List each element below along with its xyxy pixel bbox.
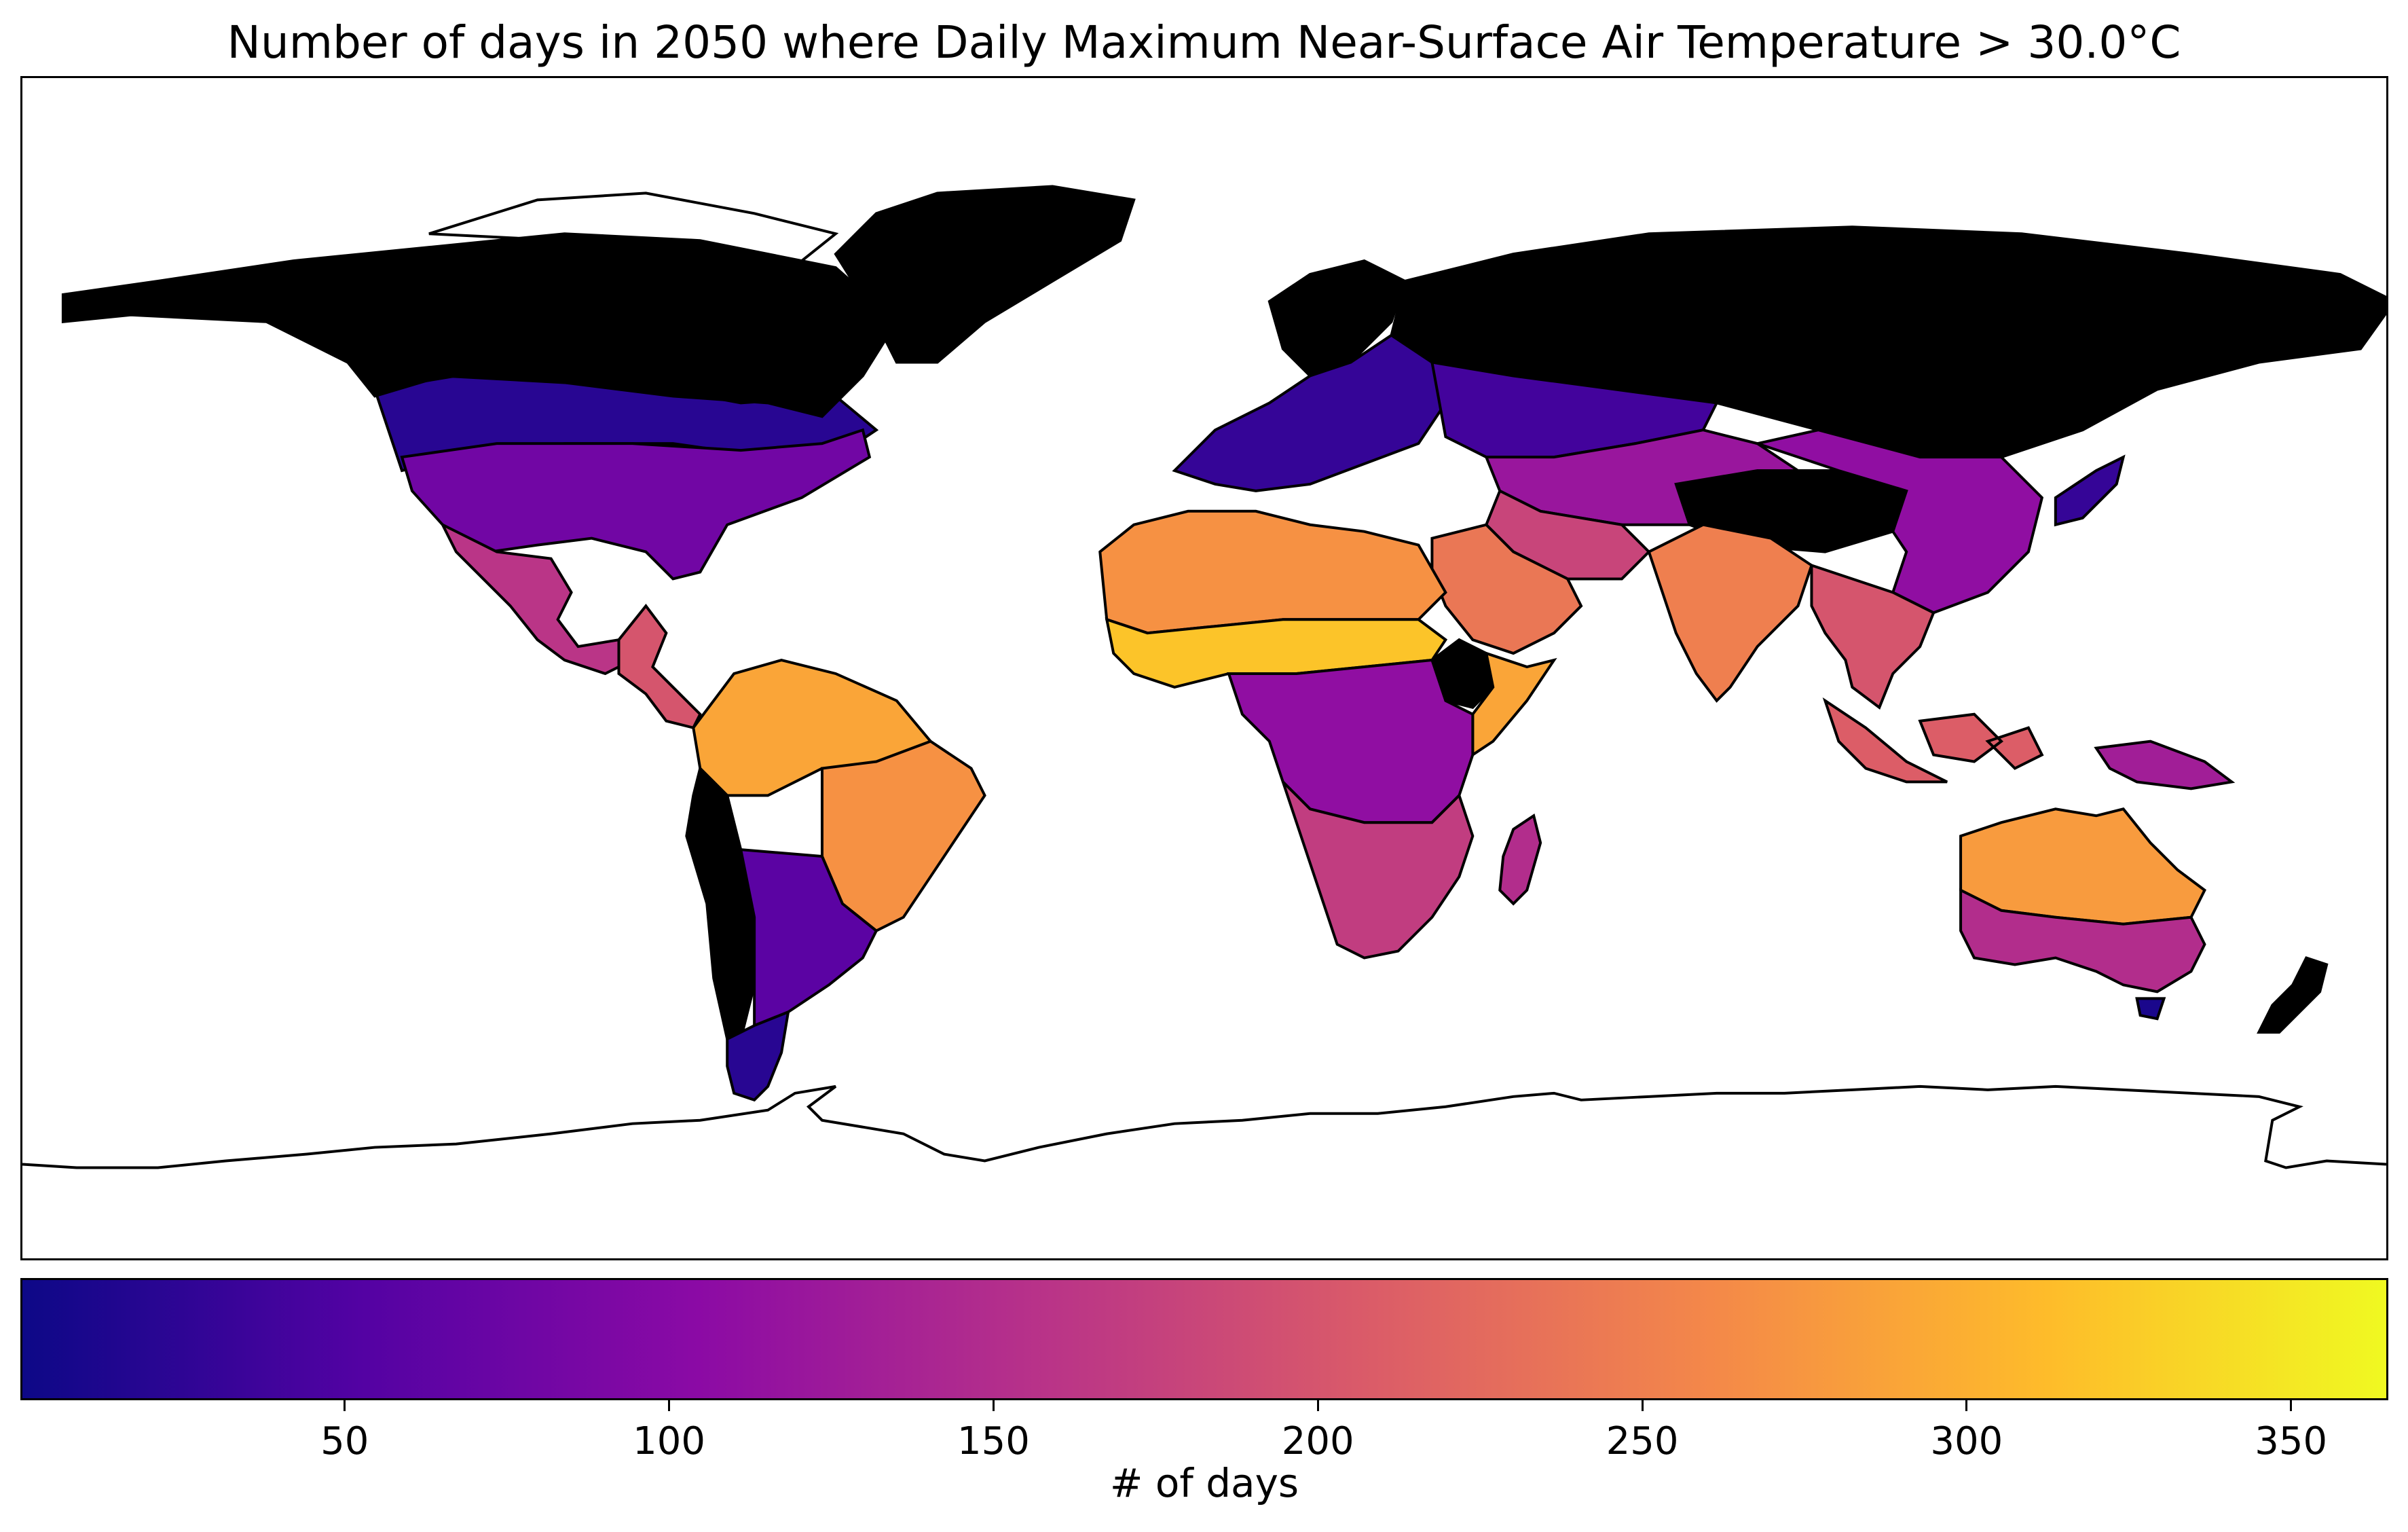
region-japan xyxy=(2054,454,2126,527)
region-australia-south xyxy=(1959,888,2206,993)
region-southern-africa xyxy=(1281,781,1475,960)
world-map xyxy=(22,185,2386,1169)
colorbar-tick-label: 100 xyxy=(633,1419,706,1463)
region-central-america xyxy=(617,604,702,730)
region-canada-islands xyxy=(428,192,839,263)
colorbar-tick-mark xyxy=(1641,1400,1644,1411)
region-central-africa xyxy=(1227,658,1475,824)
colorbar-tick-mark xyxy=(2290,1400,2293,1411)
colorbar-tick-label: 300 xyxy=(1930,1419,2003,1463)
chart-title: Number of days in 2050 where Daily Maxim… xyxy=(227,16,2181,69)
region-antarctica xyxy=(22,1084,2386,1169)
region-northern-canada xyxy=(61,232,899,418)
colorbar-tick-label: 350 xyxy=(2255,1419,2328,1463)
colorbar-tick-mark xyxy=(1965,1400,1968,1411)
region-horn-of-africa xyxy=(1471,651,1557,758)
region-brazil-east xyxy=(820,740,986,933)
region-madagascar xyxy=(1498,814,1542,906)
colorbar-tick-mark xyxy=(344,1400,346,1411)
colorbar-tick-mark xyxy=(1316,1400,1319,1411)
region-mexico xyxy=(439,522,635,676)
region-india xyxy=(1647,523,1813,703)
region-indonesia xyxy=(1822,697,2044,784)
region-greenland xyxy=(834,185,1136,364)
colorbar-tick-mark xyxy=(668,1400,671,1411)
region-china-east xyxy=(1752,428,2044,615)
colorbar-tick-label: 250 xyxy=(1606,1419,1679,1463)
colorbar-ticks: 50 100 150 200 250 300 350 xyxy=(20,1400,2388,1463)
region-tasmania xyxy=(2135,997,2166,1021)
colorbar-tick-label: 200 xyxy=(1281,1419,1354,1463)
colorbar-tick-label: 150 xyxy=(957,1419,1030,1463)
region-southern-south-america xyxy=(739,847,878,1028)
colorbar xyxy=(20,1278,2388,1400)
region-new-zealand xyxy=(2257,956,2329,1034)
map-panel xyxy=(20,76,2388,1260)
region-patagonia xyxy=(726,1010,790,1102)
region-sahara xyxy=(1098,509,1447,635)
region-australia-north xyxy=(1959,807,2206,926)
region-southeast-asia xyxy=(1810,563,1935,710)
colorbar-tick-mark xyxy=(992,1400,995,1411)
region-andes xyxy=(685,765,756,1041)
colorbar-label: # of days xyxy=(1109,1460,1299,1506)
colorbar-tick-label: 50 xyxy=(320,1419,369,1463)
region-scandinavia xyxy=(1267,259,1407,378)
region-new-guinea xyxy=(2094,740,2236,790)
